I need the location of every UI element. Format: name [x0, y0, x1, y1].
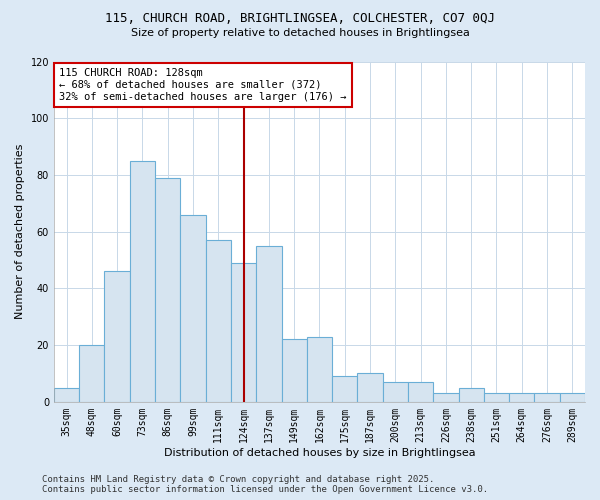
- Bar: [484, 394, 509, 402]
- Bar: [104, 272, 130, 402]
- Bar: [509, 394, 535, 402]
- Bar: [54, 388, 79, 402]
- Bar: [281, 340, 307, 402]
- Bar: [155, 178, 181, 402]
- Bar: [206, 240, 231, 402]
- Bar: [535, 394, 560, 402]
- Bar: [383, 382, 408, 402]
- Bar: [560, 394, 585, 402]
- Bar: [256, 246, 281, 402]
- Bar: [231, 263, 256, 402]
- Text: 115, CHURCH ROAD, BRIGHTLINGSEA, COLCHESTER, CO7 0QJ: 115, CHURCH ROAD, BRIGHTLINGSEA, COLCHES…: [105, 12, 495, 26]
- Y-axis label: Number of detached properties: Number of detached properties: [15, 144, 25, 320]
- Bar: [307, 336, 332, 402]
- Bar: [130, 161, 155, 402]
- Text: 115 CHURCH ROAD: 128sqm
← 68% of detached houses are smaller (372)
32% of semi-d: 115 CHURCH ROAD: 128sqm ← 68% of detache…: [59, 68, 347, 102]
- Text: Contains HM Land Registry data © Crown copyright and database right 2025.
Contai: Contains HM Land Registry data © Crown c…: [42, 474, 488, 494]
- Bar: [458, 388, 484, 402]
- Bar: [408, 382, 433, 402]
- Bar: [332, 376, 358, 402]
- Text: Size of property relative to detached houses in Brightlingsea: Size of property relative to detached ho…: [131, 28, 469, 38]
- Bar: [181, 214, 206, 402]
- Bar: [433, 394, 458, 402]
- Bar: [79, 345, 104, 402]
- X-axis label: Distribution of detached houses by size in Brightlingsea: Distribution of detached houses by size …: [164, 448, 475, 458]
- Bar: [358, 374, 383, 402]
